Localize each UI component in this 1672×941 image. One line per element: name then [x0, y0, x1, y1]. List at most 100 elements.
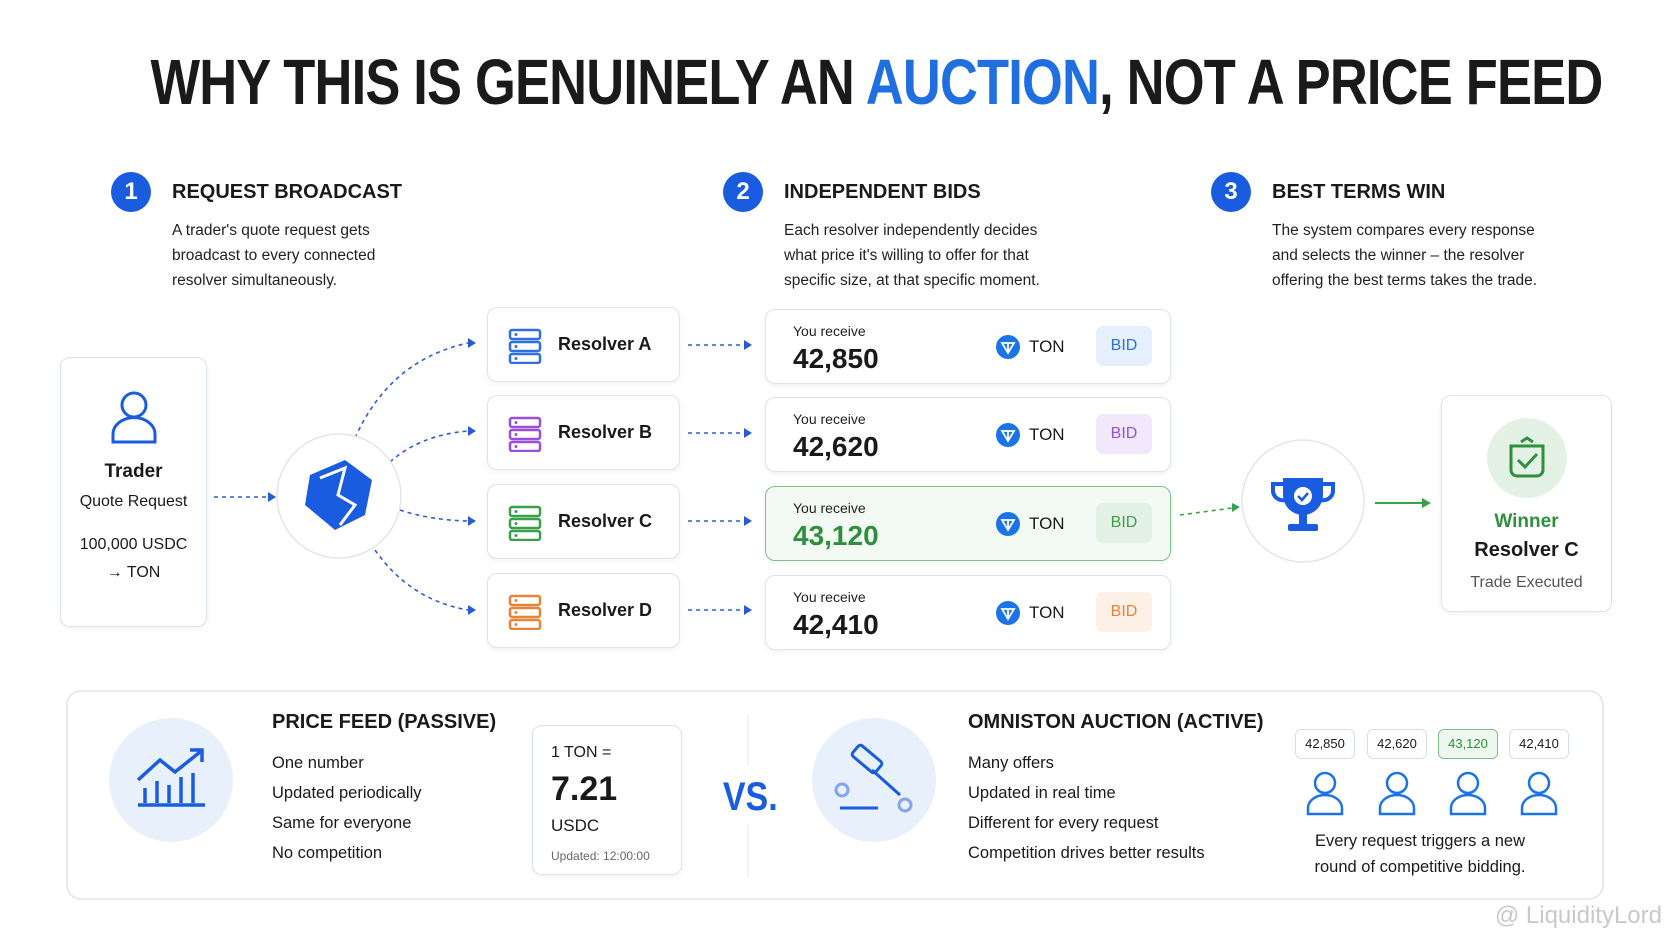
list-item: Same for everyone	[272, 814, 412, 832]
bid-label: You receive	[793, 589, 866, 605]
title: WHY THIS IS GENUINELY AN AUCTION, NOT A …	[150, 45, 1603, 119]
bid-amount: 42,850	[793, 343, 879, 374]
section-title: OMNISTON AUCTION (ACTIVE)	[968, 711, 1264, 733]
winner-label: Winner	[1494, 511, 1559, 532]
list-item: Different for every request	[968, 814, 1159, 832]
step-line: what price it's willing to offer for tha…	[784, 247, 1029, 264]
note-line: Every request triggers a new	[1314, 832, 1525, 850]
watermark: @ LiquidityLord	[1494, 902, 1662, 929]
trader-card: Trader Quote Request 100,000 USDC → TON	[60, 357, 207, 627]
trader-label: Trader	[104, 461, 163, 482]
price-unit: USDC	[551, 816, 600, 835]
bid-amount: 43,120	[793, 520, 879, 551]
resolver-name: Resolver C	[558, 511, 653, 531]
bid-amount: 42,620	[793, 431, 879, 462]
bid-tag: BID	[1096, 503, 1152, 543]
trader-pair: → TON	[106, 564, 161, 581]
bid-label: You receive	[793, 500, 866, 516]
auction-list: Many offers Updated in real time Different…	[968, 748, 1205, 868]
step-text: Each resolver independently decides what …	[784, 218, 1040, 293]
person-icon	[1377, 770, 1417, 821]
person-icon	[1305, 770, 1345, 821]
bid-card: You receive 42,620 TON BID	[765, 397, 1171, 472]
person-icon	[1448, 770, 1488, 821]
bid-card: You receive 42,410 TON BID	[765, 575, 1171, 650]
bid-tag: BID	[1096, 592, 1152, 632]
step-line: and selects the winner – the resolver	[1272, 247, 1525, 264]
vs-label: VS.	[722, 775, 778, 819]
resolver-card: Resolver D	[487, 573, 680, 648]
resolver-name: Resolver B	[558, 422, 653, 442]
bid-chip: 42,410	[1509, 729, 1569, 759]
step-line: offering the best terms takes the trade.	[1272, 272, 1538, 289]
trader-sub: Quote Request	[79, 493, 188, 510]
person-icon	[1519, 770, 1559, 821]
section-title: PRICE FEED (PASSIVE)	[272, 711, 497, 733]
price-value: 7.21	[551, 770, 618, 808]
list-item: Updated periodically	[272, 784, 422, 802]
step-text: A trader's quote request gets broadcast t…	[172, 218, 375, 293]
token: TON	[1029, 425, 1065, 444]
title-text: WHY THIS IS GENUINELY AN	[150, 46, 866, 118]
step-title: REQUEST BROADCAST	[172, 181, 403, 203]
title-highlight: AUCTION	[865, 46, 1100, 118]
step-number: 1	[111, 172, 151, 212]
bid-amount: 42,410	[793, 609, 879, 640]
bid-chip: 42,850	[1295, 729, 1355, 759]
resolver-card: Resolver C	[487, 484, 680, 559]
step-title: INDEPENDENT BIDS	[784, 181, 981, 203]
winner-status: Trade Executed	[1470, 574, 1583, 591]
step-line: A trader's quote request gets	[172, 222, 370, 239]
token: TON	[1029, 337, 1065, 356]
step-text: The system compares every response and se…	[1272, 218, 1537, 293]
list-item: One number	[272, 754, 364, 772]
server-icon	[508, 416, 542, 457]
bid-chip: 42,620	[1367, 729, 1427, 759]
bid-card: You receive 43,120 TON BID	[765, 486, 1171, 561]
auction-note: Every request triggers a new round of com…	[1260, 828, 1580, 880]
token: TON	[1029, 514, 1065, 533]
ton-icon	[996, 423, 1020, 452]
price-feed-list: One number Updated periodically Same for e…	[272, 748, 422, 868]
bid-chip: 43,120	[1438, 729, 1498, 759]
server-icon	[508, 505, 542, 546]
resolver-card: Resolver B	[487, 395, 680, 470]
ton-icon	[996, 601, 1020, 630]
ton-icon	[996, 335, 1020, 364]
title-text: , NOT A PRICE FEED	[1099, 46, 1603, 118]
winner-card: Winner Resolver C Trade Executed	[1441, 395, 1612, 612]
resolver-name: Resolver D	[558, 600, 653, 620]
token: TON	[1029, 603, 1065, 622]
step-title: BEST TERMS WIN	[1272, 181, 1446, 203]
price-card: 1 TON = 7.21 USDC Updated: 12:00:00	[532, 725, 682, 875]
bid-label: You receive	[793, 323, 866, 339]
list-item: Many offers	[968, 754, 1054, 772]
step-line: resolver simultaneously.	[172, 272, 338, 289]
list-item: Competition drives better results	[968, 844, 1205, 862]
step-line: The system compares every response	[1272, 222, 1535, 239]
bid-tag: BID	[1096, 326, 1152, 366]
note-line: round of competitive bidding.	[1314, 858, 1526, 876]
person-icon	[111, 391, 156, 444]
server-icon	[508, 594, 542, 635]
step-line: Each resolver independently decides	[784, 222, 1038, 239]
ton-icon	[996, 512, 1020, 541]
resolver-card: Resolver A	[487, 307, 680, 382]
resolver-name: Resolver A	[558, 334, 652, 354]
server-icon	[508, 328, 542, 369]
trader-amount: 100,000 USDC	[79, 536, 188, 553]
check-icon	[1486, 418, 1567, 498]
price-line: 1 TON =	[551, 744, 612, 761]
step-number: 3	[1211, 172, 1251, 212]
bid-card: You receive 42,850 TON BID	[765, 309, 1171, 384]
list-item: Updated in real time	[968, 784, 1116, 802]
price-updated: Updated: 12:00:00	[551, 849, 650, 863]
list-item: No competition	[272, 844, 383, 862]
step-line: specific size, at that specific moment.	[784, 272, 1040, 289]
step-line: broadcast to every connected	[172, 247, 376, 264]
winner-name: Resolver C	[1474, 539, 1579, 561]
step-number: 2	[723, 172, 763, 212]
bid-label: You receive	[793, 411, 866, 427]
